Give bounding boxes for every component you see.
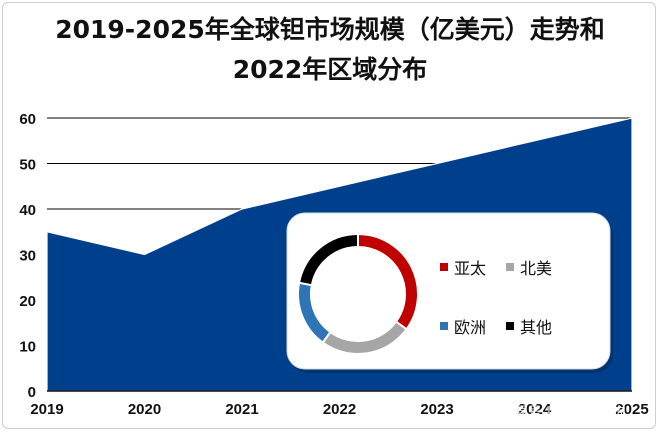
x-axis: 2019 2020 2021 2022 2023 2024 2025 (30, 390, 649, 418)
title-line-1: 2019-2025年全球钽市场规模（亿美元）走势和 (55, 15, 605, 44)
chart-title: 2019-2025年全球钽市场规模（亿美元）走势和 2022年区域分布 (0, 10, 660, 90)
x-tick-label: 2019 (30, 401, 63, 418)
title-line-2: 2022年区域分布 (232, 55, 428, 84)
y-axis: 0 10 20 30 40 50 60 (19, 111, 36, 401)
inset-card (286, 212, 611, 370)
y-tick-label: 0 (28, 384, 36, 401)
y-tick-label: 20 (19, 293, 36, 310)
legend-swatch (506, 322, 514, 330)
legend-label: 欧洲 (454, 318, 486, 337)
donut-slice (297, 232, 359, 287)
y-tick-label: 60 (19, 111, 36, 128)
y-tick-label: 50 (19, 157, 36, 174)
x-tick-label: 2023 (420, 401, 453, 418)
x-tick-label: 2024 (518, 401, 552, 418)
y-tick-label: 10 (19, 339, 36, 356)
x-tick-label: 2025 (615, 401, 648, 418)
legend-swatch (440, 263, 448, 271)
x-tick-label: 2020 (128, 401, 161, 418)
y-tick-label: 40 (19, 202, 36, 219)
x-tick-label: 2021 (225, 401, 258, 418)
legend-swatch (440, 322, 448, 330)
legend-label: 其他 (520, 318, 552, 337)
legend-swatch (506, 263, 514, 271)
y-tick-label: 30 (19, 248, 36, 265)
legend-label: 亚太 (454, 259, 486, 278)
x-tick-label: 2022 (323, 401, 356, 418)
legend-label: 北美 (520, 259, 552, 278)
watermark: 网易号 | 贝哲斯咨询 (500, 405, 626, 421)
